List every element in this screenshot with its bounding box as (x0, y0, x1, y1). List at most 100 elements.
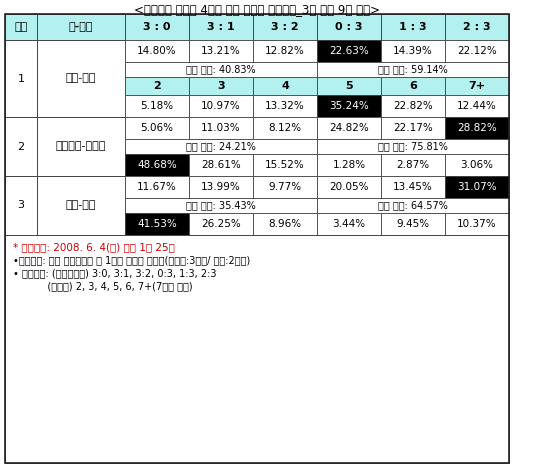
Bar (37, 176, 125, 235)
Bar (381, 77, 445, 95)
Text: 22.63%: 22.63% (329, 46, 369, 56)
Text: 3: 3 (17, 200, 24, 211)
Bar (125, 154, 189, 176)
Text: 홈-원정: 홈-원정 (69, 22, 93, 32)
Text: 1: 1 (17, 73, 24, 84)
Text: 3 : 1: 3 : 1 (207, 22, 235, 32)
Text: 9.77%: 9.77% (268, 182, 301, 192)
Text: 10.97%: 10.97% (201, 101, 241, 111)
Bar (253, 176, 317, 198)
Bar (253, 95, 317, 117)
Bar (381, 213, 445, 235)
Text: 이탈리아-알제리: 이탈리아-알제리 (56, 142, 106, 151)
Bar (5, 117, 37, 176)
Bar (445, 14, 509, 40)
Bar (253, 40, 317, 62)
Text: 홈팀 승리: 35.43%: 홈팀 승리: 35.43% (186, 200, 256, 211)
Bar (317, 154, 381, 176)
Bar (5, 40, 37, 117)
Text: 31.07%: 31.07% (457, 182, 497, 192)
Text: 홈팀 승리: 24.21%: 홈팀 승리: 24.21% (186, 142, 256, 151)
Text: 4: 4 (281, 81, 289, 91)
Bar (189, 77, 253, 95)
Text: 28.82%: 28.82% (457, 123, 497, 133)
Text: 13.45%: 13.45% (393, 182, 433, 192)
Text: 26.25%: 26.25% (201, 219, 241, 229)
Text: 41.53%: 41.53% (137, 219, 177, 229)
Text: 3 : 2: 3 : 2 (271, 22, 299, 32)
Bar (381, 14, 445, 40)
Bar (445, 77, 509, 95)
Text: 7+: 7+ (469, 81, 485, 91)
Text: • 표기방식: (세트스코어) 3:0, 3:1, 3:2, 0:3, 1:3, 2:3: • 표기방식: (세트스코어) 3:0, 3:1, 3:2, 0:3, 1:3,… (13, 268, 217, 278)
Text: 22.12%: 22.12% (457, 46, 497, 56)
Bar (445, 154, 509, 176)
Text: 22.17%: 22.17% (393, 123, 433, 133)
Bar (189, 213, 253, 235)
Bar (317, 117, 381, 139)
Bar (317, 40, 381, 62)
Text: 2: 2 (17, 142, 24, 151)
Bar (253, 77, 317, 95)
Bar (125, 198, 317, 213)
Bar (253, 213, 317, 235)
Bar (317, 14, 381, 40)
Text: 22.82%: 22.82% (393, 101, 433, 111)
Text: 14.80%: 14.80% (137, 46, 177, 56)
Bar (37, 117, 125, 176)
Bar (317, 139, 509, 154)
Bar (381, 95, 445, 117)
Text: 28.61%: 28.61% (201, 160, 241, 170)
Text: 1.28%: 1.28% (333, 160, 366, 170)
Bar (189, 117, 253, 139)
Text: 홈팀 패배: 59.14%: 홈팀 패배: 59.14% (378, 64, 448, 75)
Bar (125, 62, 317, 77)
Text: 20.05%: 20.05% (329, 182, 369, 192)
Text: 1 : 3: 1 : 3 (399, 22, 427, 32)
Bar (37, 14, 125, 40)
Text: 13.21%: 13.21% (201, 46, 241, 56)
Bar (381, 40, 445, 62)
Text: 8.12%: 8.12% (268, 123, 301, 133)
Text: 48.68%: 48.68% (137, 160, 177, 170)
Text: 13.99%: 13.99% (201, 182, 241, 192)
Bar (189, 176, 253, 198)
Text: 10.37%: 10.37% (457, 219, 497, 229)
Text: 5.18%: 5.18% (140, 101, 173, 111)
Text: 24.82%: 24.82% (329, 123, 369, 133)
Bar (253, 154, 317, 176)
Bar (125, 176, 189, 198)
Bar (445, 213, 509, 235)
Text: 홈팀 승리: 40.83%: 홈팀 승리: 40.83% (186, 64, 256, 75)
Bar (253, 14, 317, 40)
Bar (317, 62, 509, 77)
Text: 13.32%: 13.32% (265, 101, 305, 111)
Text: 35.24%: 35.24% (329, 101, 369, 111)
Bar (125, 117, 189, 139)
Bar (5, 235, 509, 463)
Bar (445, 40, 509, 62)
Bar (317, 213, 381, 235)
Text: 2: 2 (153, 81, 161, 91)
Bar (317, 77, 381, 95)
Bar (189, 40, 253, 62)
Text: <배구토토 스페셔 4회차 게임 투표율 중간집계_3일 오전 9시 현재>: <배구토토 스페셔 4회차 게임 투표율 중간집계_3일 오전 9시 현재> (134, 3, 380, 16)
Bar (445, 117, 509, 139)
Text: 12.44%: 12.44% (457, 101, 497, 111)
Bar (317, 198, 509, 213)
Bar (317, 95, 381, 117)
Bar (125, 77, 189, 95)
Text: 12.82%: 12.82% (265, 46, 305, 56)
Text: 8.96%: 8.96% (268, 219, 301, 229)
Bar (445, 176, 509, 198)
Bar (5, 176, 37, 235)
Text: 2.87%: 2.87% (396, 160, 429, 170)
Bar (37, 40, 125, 117)
Bar (125, 95, 189, 117)
Text: 0 : 3: 0 : 3 (335, 22, 363, 32)
Bar (125, 14, 189, 40)
Text: 11.03%: 11.03% (201, 123, 241, 133)
Bar (381, 176, 445, 198)
Text: 일본-태국: 일본-태국 (66, 200, 96, 211)
Text: 2 : 3: 2 : 3 (463, 22, 491, 32)
